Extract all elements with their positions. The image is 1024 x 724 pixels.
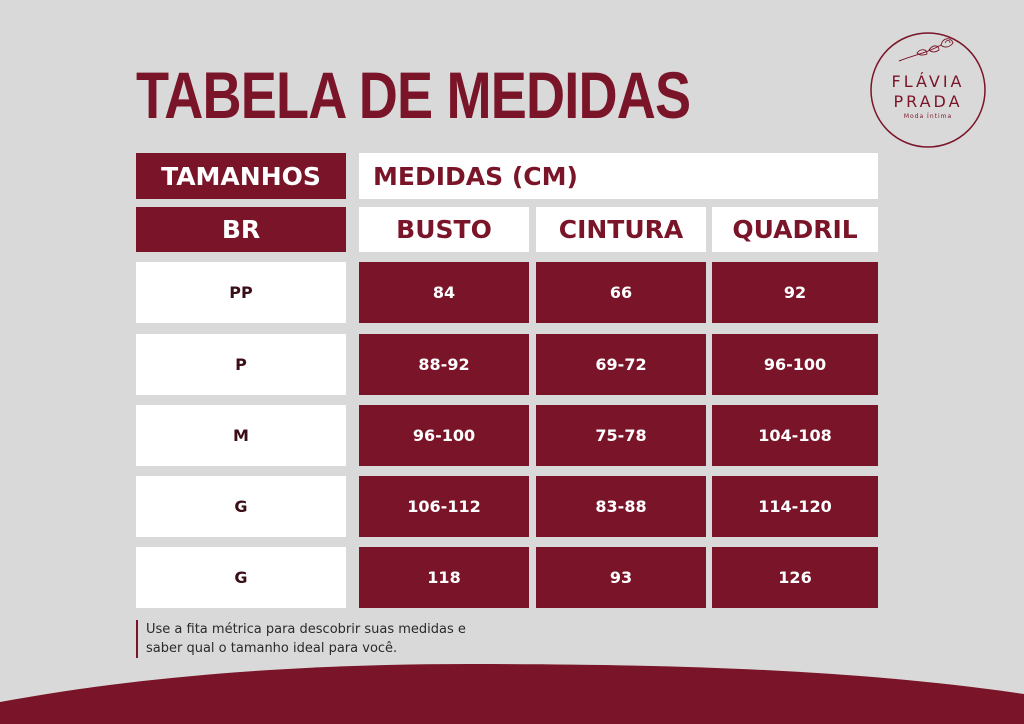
table-row-size: P	[136, 334, 346, 395]
brand-name-line1: FLÁVIA	[891, 72, 965, 91]
table-cell-bust: 118	[359, 547, 529, 608]
table-cell-hip: 96-100	[712, 334, 878, 395]
bottom-wave-decoration	[0, 664, 1024, 724]
table-cell-bust: 96-100	[359, 405, 529, 466]
page-title: TABELA DE MEDIDAS	[136, 58, 691, 132]
table-cell-hip: 114-120	[712, 476, 878, 537]
brand-name-line2: PRADA	[893, 92, 963, 111]
table-row-size: PP	[136, 262, 346, 323]
table-row-size: G	[136, 547, 346, 608]
table-cell-hip: 104-108	[712, 405, 878, 466]
table-cell-hip: 92	[712, 262, 878, 323]
note-line-1: Use a fita métrica para descobrir suas m…	[146, 622, 466, 637]
header-sizes: TAMANHOS	[136, 153, 346, 199]
table-cell-waist: 69-72	[536, 334, 706, 395]
brand-logo: FLÁVIA PRADA Moda Íntima	[869, 31, 987, 149]
table-cell-waist: 66	[536, 262, 706, 323]
table-row-size: M	[136, 405, 346, 466]
measurement-note: Use a fita métrica para descobrir suas m…	[136, 620, 466, 658]
header-br: BR	[136, 207, 346, 252]
header-bust: BUSTO	[359, 207, 529, 252]
header-waist: CINTURA	[536, 207, 706, 252]
table-row-size: G	[136, 476, 346, 537]
table-cell-bust: 106-112	[359, 476, 529, 537]
table-cell-waist: 83-88	[536, 476, 706, 537]
table-cell-bust: 84	[359, 262, 529, 323]
brand-tagline: Moda Íntima	[903, 113, 953, 120]
header-measures: MEDIDAS (CM)	[359, 153, 878, 199]
header-hip: QUADRIL	[712, 207, 878, 252]
table-cell-hip: 126	[712, 547, 878, 608]
table-cell-waist: 75-78	[536, 405, 706, 466]
table-cell-bust: 88-92	[359, 334, 529, 395]
note-line-2: saber qual o tamanho ideal para você.	[146, 641, 398, 656]
logo-circle-icon	[870, 32, 986, 148]
table-cell-waist: 93	[536, 547, 706, 608]
